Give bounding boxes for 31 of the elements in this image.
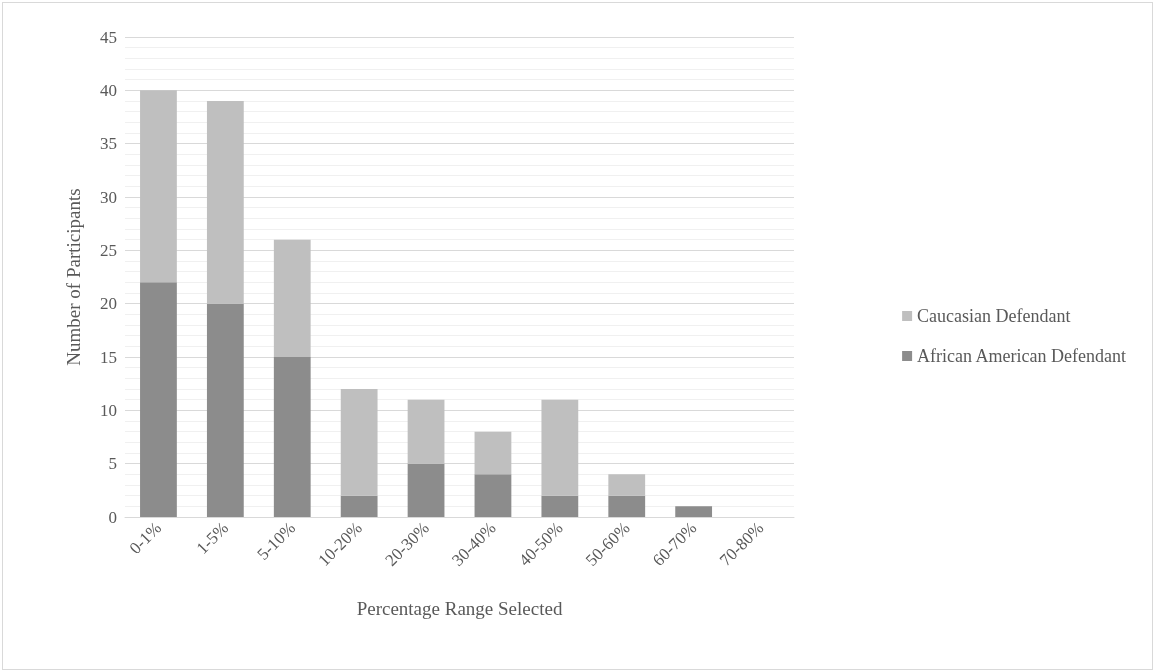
y-tick-label: 40 [100, 80, 117, 100]
bar [206, 101, 244, 304]
bar [608, 495, 646, 517]
bar [340, 495, 378, 517]
bar [474, 431, 512, 475]
bar [206, 303, 244, 517]
y-tick-label: 20 [100, 294, 117, 314]
y-axis-title: Number of Participants [63, 188, 84, 366]
legend-label: African American Defendant [917, 346, 1127, 366]
bar [541, 399, 579, 496]
y-tick-label: 15 [100, 347, 117, 367]
bar [340, 389, 378, 496]
y-tick-label: 30 [100, 187, 117, 207]
bar [140, 90, 177, 283]
bar [541, 495, 579, 517]
bar [273, 357, 311, 517]
bar [474, 474, 512, 517]
y-tick-label: 25 [100, 240, 117, 260]
y-tick-label: 35 [100, 134, 117, 154]
bar [608, 474, 646, 496]
bar [140, 282, 177, 517]
y-tick-label: 0 [108, 507, 117, 527]
x-axis-title: Percentage Range Selected [356, 598, 563, 619]
y-tick-label: 5 [108, 454, 117, 474]
y-tick-label: 45 [100, 27, 117, 47]
legend-label: Caucasian Defendant [917, 306, 1071, 326]
bar [407, 399, 445, 464]
bar [273, 239, 311, 357]
bar [675, 506, 713, 517]
y-tick-label: 10 [100, 400, 117, 420]
bar [407, 463, 445, 517]
